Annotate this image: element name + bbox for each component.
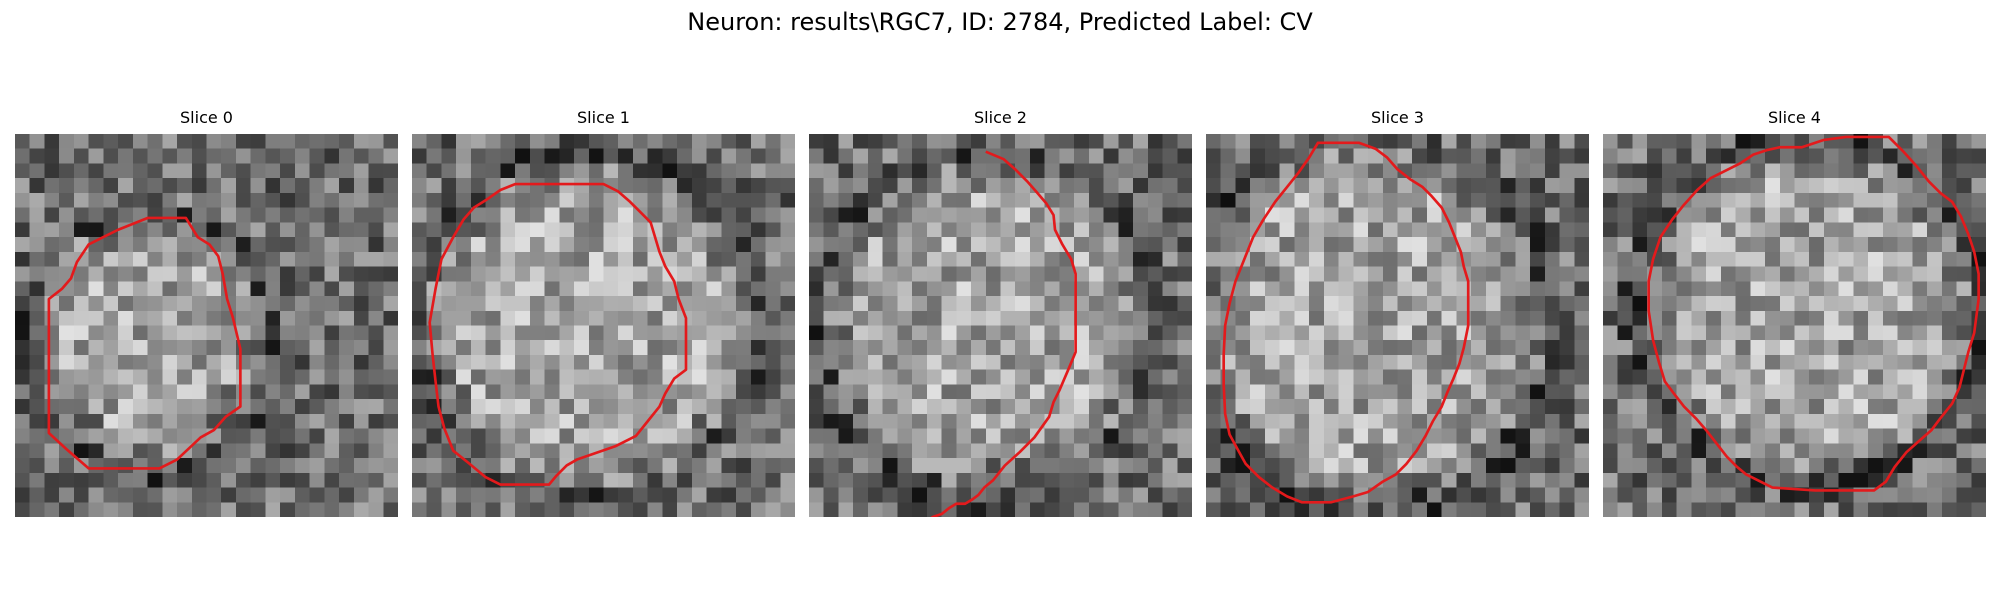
pixel-grid bbox=[1206, 134, 1589, 517]
cell-outline bbox=[428, 182, 688, 486]
slice-image bbox=[15, 134, 398, 517]
cell-outline bbox=[1647, 135, 1980, 492]
pixel-grid bbox=[809, 134, 1192, 517]
slice-image bbox=[412, 134, 795, 517]
slice-image bbox=[1603, 134, 1986, 517]
panel-title: Slice 4 bbox=[1768, 108, 1821, 127]
panel-slice-2: Slice 2 bbox=[809, 108, 1192, 517]
pixel-grid bbox=[15, 134, 398, 517]
panel-slice-3: Slice 3 bbox=[1206, 108, 1589, 517]
panel-title: Slice 1 bbox=[577, 108, 630, 127]
pixel-grid bbox=[412, 134, 795, 517]
slice-image bbox=[809, 134, 1192, 517]
panel-title: Slice 0 bbox=[180, 108, 233, 127]
slice-image bbox=[1206, 134, 1589, 517]
panel-slice-4: Slice 4 bbox=[1603, 108, 1986, 517]
panel-slice-1: Slice 1 bbox=[412, 108, 795, 517]
cell-outline bbox=[1222, 141, 1470, 504]
figure-title: Neuron: results\RGC7, ID: 2784, Predicte… bbox=[687, 8, 1313, 36]
cell-outline bbox=[930, 150, 1077, 517]
pixel-grid bbox=[1603, 134, 1986, 517]
panel-slice-0: Slice 0 bbox=[15, 108, 398, 517]
panel-title: Slice 3 bbox=[1371, 108, 1424, 127]
panel-title: Slice 2 bbox=[974, 108, 1027, 127]
cell-outline bbox=[47, 216, 242, 470]
